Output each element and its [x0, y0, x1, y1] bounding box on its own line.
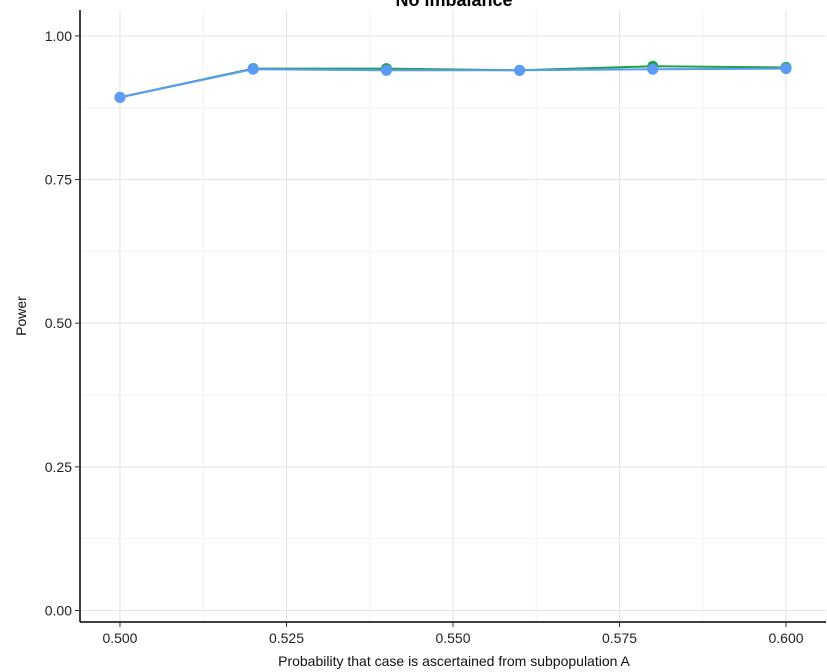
series-layer	[114, 60, 792, 103]
y-tick-label: 0.50	[45, 315, 72, 331]
data-point	[380, 64, 392, 76]
y-axis-title: Power	[13, 296, 29, 336]
data-point	[780, 63, 792, 75]
y-tick-label: 1.00	[45, 28, 72, 44]
tick-labels: 0.00 0.25 0.50 0.75 1.00 0.500 0.525 0.550 0.575…	[45, 28, 804, 646]
series-line-2	[119, 67, 787, 99]
y-tick-label: 0.25	[45, 459, 72, 475]
x-tick-label: 0.550	[435, 630, 470, 646]
x-tick-label: 0.600	[769, 630, 804, 646]
axes	[75, 10, 826, 627]
x-axis-title: Probability that case is ascertained fro…	[278, 653, 630, 669]
data-point	[514, 64, 526, 76]
grid	[80, 10, 826, 622]
data-point	[114, 91, 126, 103]
y-tick-label: 0.00	[45, 603, 72, 619]
data-point	[247, 63, 259, 75]
x-tick-label: 0.525	[269, 630, 304, 646]
x-tick-label: 0.575	[602, 630, 637, 646]
data-point	[647, 63, 659, 75]
chart-title: No imbalance	[395, 0, 512, 10]
x-tick-label: 0.500	[102, 630, 137, 646]
y-tick-label: 0.75	[45, 172, 72, 188]
